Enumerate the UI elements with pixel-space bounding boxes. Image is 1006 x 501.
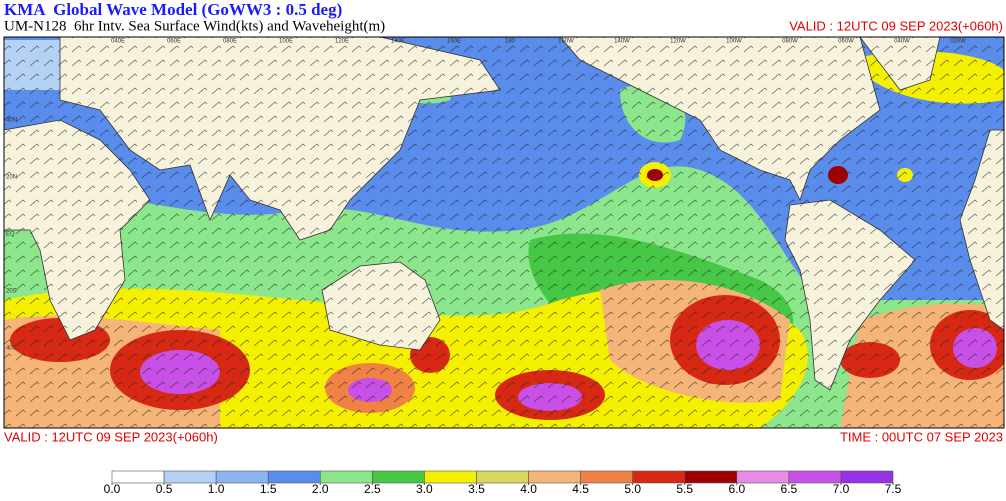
lon-label: 120E (335, 39, 349, 45)
map-frame (3, 36, 1005, 429)
lon-label: 080E (223, 39, 237, 45)
lon-label: 160W (558, 39, 574, 45)
wind-barbs (4, 37, 1004, 428)
valid-top: VALID : 12UTC 09 SEP 2023(+060h) (789, 18, 1003, 33)
lat-label: 40N (6, 118, 17, 124)
lon-label: 080W (782, 39, 798, 45)
lon-label: 180 (505, 39, 516, 45)
lon-label: 120W (670, 39, 686, 45)
colorbar-label: 6.5 (781, 482, 798, 496)
lon-label: 020W (950, 39, 966, 45)
colorbar-label: 6.0 (728, 482, 745, 496)
colorbar-label: 5.5 (676, 482, 693, 496)
lat-label: 20N (6, 175, 17, 181)
colorbar-label: 2.5 (364, 482, 381, 496)
colorbar-label: 1.0 (208, 482, 225, 496)
colorbar-label: 2.0 (312, 482, 329, 496)
colorbar-label: 0.5 (156, 482, 173, 496)
colorbar-cell (840, 470, 894, 484)
map-labels: 040E 060E 080E 100E 120E 140E 160E 180 160W 140W 1… (6, 39, 966, 352)
colorbar-label: 4.5 (572, 482, 589, 496)
colorbar-label: 7.5 (885, 482, 902, 496)
map (4, 37, 1004, 428)
lon-label: 100E (279, 39, 293, 45)
colorbar-label: 0.0 (104, 482, 121, 496)
colorbar-label: 7.0 (833, 482, 850, 496)
lon-label: 140E (391, 39, 405, 45)
run-time: TIME : 00UTC 07 SEP 2023 (840, 429, 1003, 444)
lat-label: EQ (6, 232, 15, 238)
colorbar: 0.0 0.5 1.0 1.5 2.0 2.5 3.0 3.5 4.0 4.5 5.0 5.5 6.0 6… (104, 470, 902, 496)
lon-label: 040E (111, 39, 125, 45)
colorbar-label: 1.5 (260, 482, 277, 496)
colorbar-label: 3.0 (416, 482, 433, 496)
lon-label: 100W (726, 39, 742, 45)
lon-label: 160E (447, 39, 461, 45)
lat-label: 40S (6, 346, 17, 352)
colorbar-label: 5.0 (624, 482, 641, 496)
lon-label: 140W (614, 39, 630, 45)
lon-label: 060W (838, 39, 854, 45)
title: KMA Global Wave Model (GoWW3 : 0.5 deg) (4, 0, 342, 19)
colorbar-label: 4.0 (520, 482, 537, 496)
lat-label: 20S (6, 289, 17, 295)
subtitle: UM-N128 6hr Intv. Sea Surface Wind(kts) … (4, 18, 385, 34)
valid-bottom: VALID : 12UTC 09 SEP 2023(+060h) (4, 429, 218, 444)
lon-label: 040W (894, 39, 910, 45)
colorbar-label: 3.5 (468, 482, 485, 496)
lon-label: 060E (167, 39, 181, 45)
